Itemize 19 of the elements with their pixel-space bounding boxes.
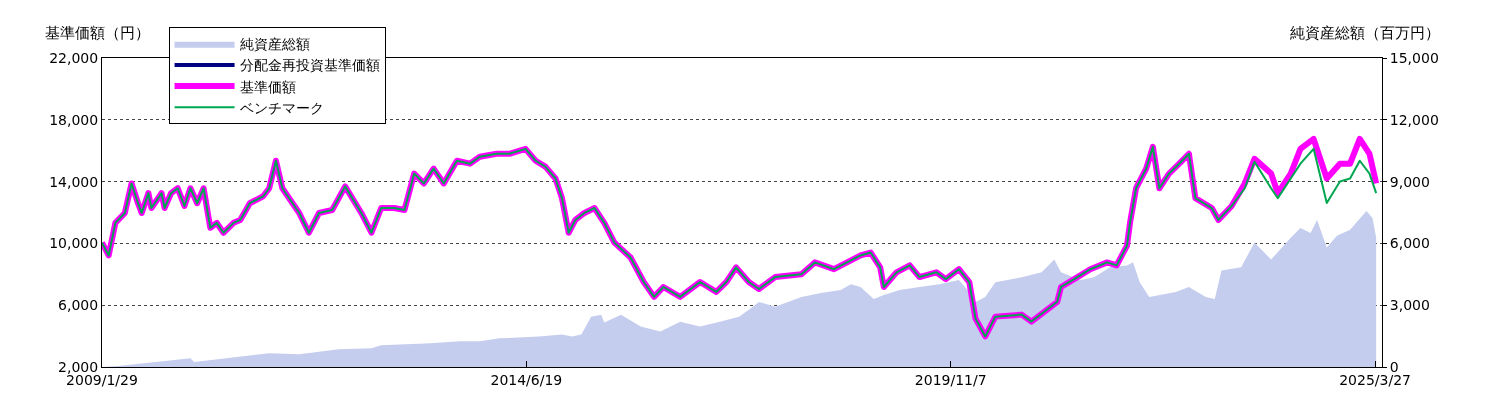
y-tick-label: 6,000: [58, 297, 99, 314]
y-tick-label: 22,000: [49, 49, 99, 66]
y2-tick-label: 12,000: [1389, 111, 1439, 128]
y-axis-title: 基準価額（円）: [45, 24, 150, 42]
legend-label: ベンチマーク: [239, 99, 324, 116]
legend-label: 分配金再投資基準価額: [239, 57, 380, 74]
y-tick-label: 18,000: [49, 111, 99, 128]
x-tick-label: 2019/11/7: [914, 371, 987, 388]
y-tick-label: 14,000: [49, 173, 99, 190]
legend-label: 基準価額: [239, 78, 296, 95]
y2-tick-label: 3,000: [1389, 297, 1430, 314]
y2-tick-label: 9,000: [1389, 173, 1430, 190]
x-tick-label: 2014/6/19: [490, 371, 563, 388]
legend-label: 純資産総額: [239, 36, 310, 53]
y2-tick-label: 6,000: [1389, 235, 1430, 252]
y2-tick-label: 15,000: [1389, 49, 1439, 66]
y-tick-label: 2,000: [58, 358, 99, 375]
y-tick-label: 10,000: [49, 235, 99, 252]
y2-axis-title: 純資産総額（百万円）: [1290, 24, 1440, 42]
